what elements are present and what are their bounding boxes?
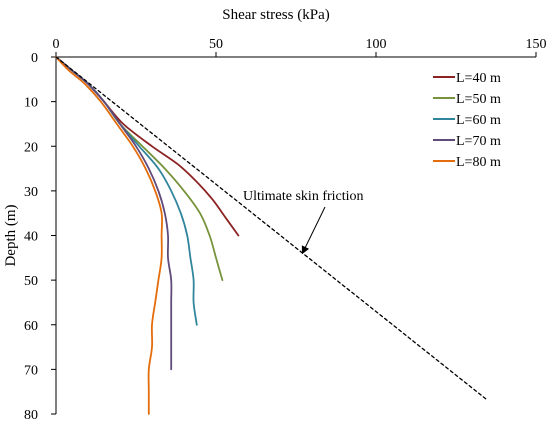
annotations: Ultimate skin friction xyxy=(243,189,364,255)
y-tick-label-3: 30 xyxy=(24,185,38,200)
y-tick-label-8: 80 xyxy=(24,408,38,423)
y-tick-label-6: 60 xyxy=(24,319,38,334)
series-line-4 xyxy=(55,56,163,415)
series-line-1 xyxy=(55,56,224,281)
series-line-3 xyxy=(55,56,173,371)
x-tick-label-3: 150 xyxy=(526,37,547,52)
annotation-arrow-0 xyxy=(301,206,326,255)
axes: 0 50 100 150 0 10 20 30 40 50 60 70 80 Shear stress (… xyxy=(3,7,547,423)
legend: L=40 m L=50 m L=60 m L=70 m L=80 m xyxy=(433,71,501,170)
legend-label-4: L=80 m xyxy=(456,155,501,170)
legend-label-1: L=50 m xyxy=(456,92,501,107)
series-line-5 xyxy=(55,56,489,402)
x-axis-title: Shear stress (kPa) xyxy=(222,7,329,23)
series-layer xyxy=(55,56,489,415)
y-tick-label-5: 50 xyxy=(24,274,38,289)
annotation-label-0: Ultimate skin friction xyxy=(243,189,364,204)
y-tick-label-4: 40 xyxy=(24,230,38,245)
x-tick-label-0: 0 xyxy=(53,37,60,52)
y-tick-label-2: 20 xyxy=(24,140,38,155)
x-tick-label-1: 50 xyxy=(209,37,223,52)
y-tick-label-0: 0 xyxy=(31,51,38,66)
y-tick-label-1: 10 xyxy=(24,96,38,111)
series-line-2 xyxy=(55,56,198,326)
y-tick-label-7: 70 xyxy=(24,363,38,378)
series-line-0 xyxy=(55,56,240,237)
y-axis-title: Depth (m) xyxy=(3,204,19,266)
legend-label-2: L=60 m xyxy=(456,113,501,128)
legend-label-0: L=40 m xyxy=(456,71,501,86)
x-tick-label-2: 100 xyxy=(366,37,387,52)
legend-label-3: L=70 m xyxy=(456,134,501,149)
